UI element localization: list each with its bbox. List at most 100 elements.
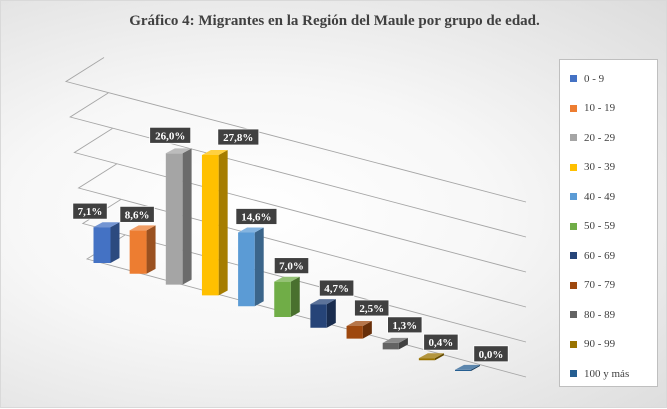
bar-side — [254, 227, 264, 307]
bar-80-89 — [382, 337, 408, 350]
legend-label: 20 - 29 — [584, 131, 616, 144]
legend-label: 10 - 19 — [584, 102, 616, 115]
legend-swatch — [570, 134, 577, 142]
data-label-box — [72, 202, 108, 220]
data-label-text: 14,6% — [241, 211, 271, 223]
bar-top — [274, 276, 300, 282]
legend-item: 20 - 29 — [560, 123, 657, 153]
data-label-box — [273, 257, 310, 275]
chart-title: Gráfico 4: Migrantes en la Región del Ma… — [129, 13, 540, 29]
legend-swatch — [570, 222, 577, 230]
bar-top — [129, 225, 156, 231]
data-label-text: 1,3% — [392, 320, 417, 332]
legend-swatch — [570, 311, 577, 319]
data-label: 26,0% — [149, 126, 192, 144]
bar-top — [418, 353, 444, 359]
data-label: 7,0% — [273, 257, 310, 275]
legend-item: 70 - 79 — [560, 271, 657, 301]
bar-side — [290, 276, 300, 317]
bar-side — [146, 225, 156, 274]
legend-label: 50 - 59 — [584, 220, 616, 233]
legend-swatch — [570, 163, 577, 171]
bar-front — [418, 358, 435, 361]
data-label-text: 7,0% — [279, 261, 304, 273]
data-label: 27,8% — [217, 128, 260, 146]
bar-60-69 — [310, 299, 336, 328]
legend-item: 60 - 69 — [560, 241, 657, 271]
gridline — [77, 163, 527, 308]
bar-side — [218, 150, 228, 296]
legend-item: 50 - 59 — [560, 212, 657, 242]
legend-swatch — [570, 193, 577, 201]
legend-label: 90 - 99 — [584, 338, 616, 351]
legend-swatch — [570, 252, 577, 260]
bar-10-19 — [129, 225, 156, 274]
data-label-box — [354, 299, 390, 317]
bar-front — [165, 153, 183, 285]
legend-label: 60 - 69 — [584, 249, 616, 262]
bar-front — [455, 369, 471, 371]
data-label-text: 0,0% — [479, 349, 504, 361]
legend-swatch — [570, 340, 577, 348]
legend-label: 30 - 39 — [584, 161, 616, 174]
data-label-box — [235, 208, 278, 225]
bar-20-29 — [165, 148, 192, 285]
bar-90-99 — [418, 353, 444, 361]
bar-side — [110, 222, 120, 263]
legend-swatch — [570, 104, 577, 112]
data-label-box — [217, 128, 260, 146]
legend-label: 0 - 9 — [584, 72, 605, 85]
legend-label: 70 - 79 — [584, 279, 616, 292]
bar-front — [274, 281, 291, 317]
legend-item: 30 - 39 — [560, 153, 657, 183]
data-label: 14,6% — [235, 208, 278, 225]
bar-side — [434, 353, 444, 361]
data-label: 7,1% — [72, 202, 108, 220]
bar-side — [182, 148, 192, 285]
bar-top — [238, 227, 264, 233]
bar-side — [471, 364, 480, 371]
data-label-text: 26,0% — [155, 130, 185, 142]
bar-side — [362, 321, 372, 339]
data-label-text: 4,7% — [324, 283, 349, 295]
legend-item: 100 y más — [560, 359, 657, 389]
bar-front — [346, 325, 363, 339]
data-label-box — [423, 333, 459, 351]
data-label: 1,3% — [387, 316, 423, 334]
legend-item: 80 - 89 — [560, 300, 657, 330]
bar-top — [382, 337, 408, 343]
legend-item: 10 - 19 — [560, 94, 657, 124]
legend-item: 90 - 99 — [560, 330, 657, 360]
data-label-text: 2,5% — [359, 303, 384, 315]
bar-front — [93, 227, 111, 263]
bar-70-79 — [346, 321, 372, 339]
gridline — [69, 92, 527, 238]
data-label-box — [119, 205, 155, 223]
bar-front — [310, 304, 327, 328]
bar-front — [238, 232, 255, 307]
gridline — [73, 128, 527, 273]
legend-label: 100 y más — [584, 367, 630, 380]
bar-50-59 — [274, 276, 300, 317]
legend-item: 40 - 49 — [560, 182, 657, 212]
legend-swatch — [570, 281, 577, 289]
legend-swatch — [570, 75, 577, 83]
data-label: 2,5% — [354, 299, 390, 317]
data-label: 0,4% — [423, 333, 459, 351]
data-label-text: 7,1% — [78, 206, 103, 218]
bar-top — [201, 150, 228, 156]
gridlines — [64, 57, 527, 378]
bar-front — [201, 155, 219, 296]
data-label: 0,0% — [473, 345, 509, 363]
data-label: 8,6% — [119, 205, 155, 223]
bar-front — [382, 342, 399, 350]
data-label-text: 8,6% — [125, 209, 150, 221]
bar-front — [129, 230, 147, 274]
legend-label: 40 - 49 — [584, 190, 616, 203]
data-label: 4,7% — [318, 279, 355, 297]
data-label-box — [387, 316, 423, 334]
bar-top — [165, 148, 192, 154]
legend-label: 80 - 89 — [584, 308, 616, 321]
data-label-box — [149, 126, 192, 144]
bar-top — [455, 364, 480, 370]
